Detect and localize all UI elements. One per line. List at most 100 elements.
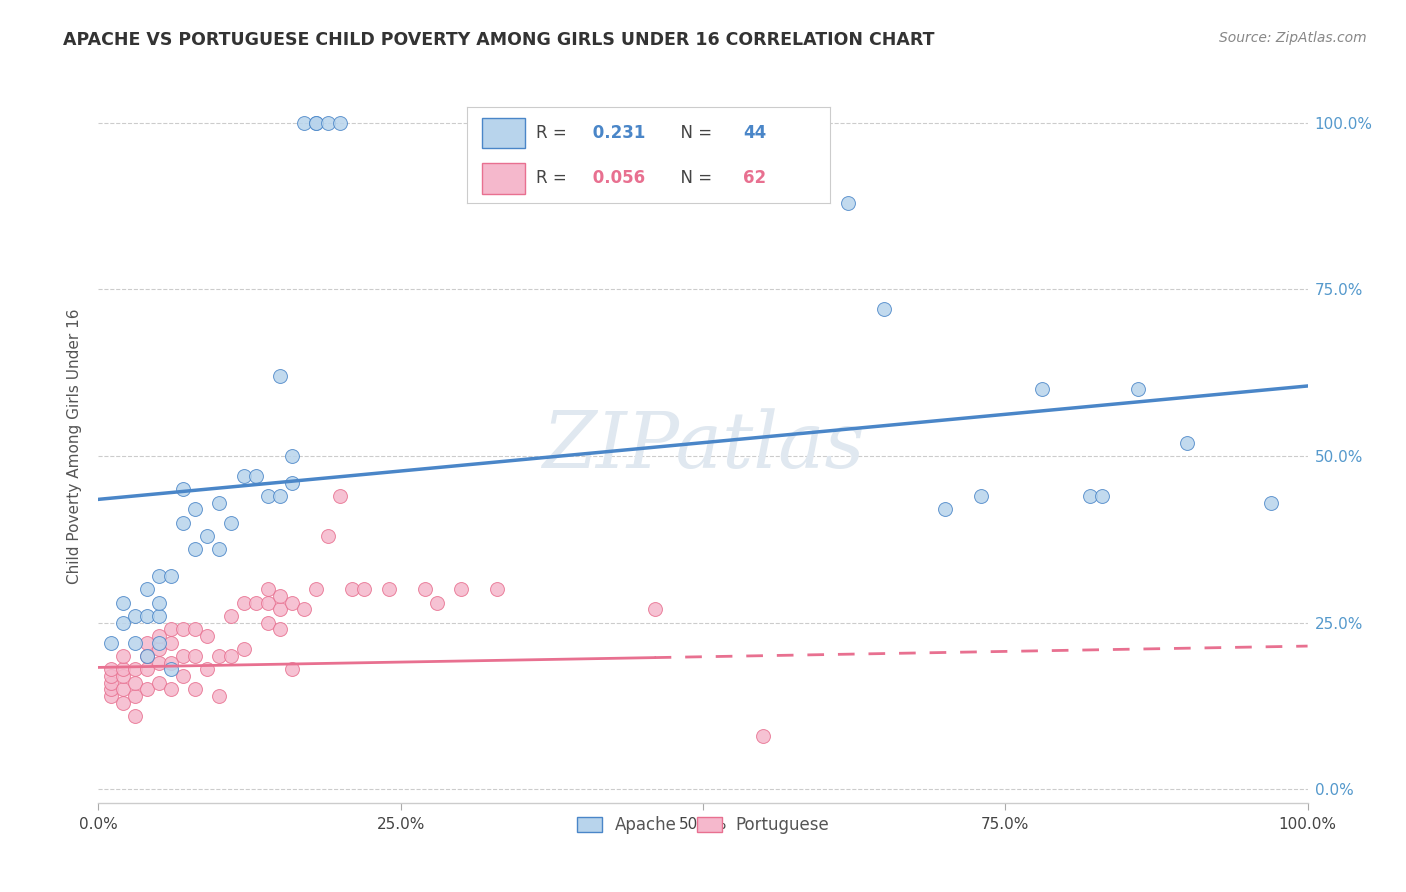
Point (184, 502, 207, 516)
Point (256, 582, 278, 597)
Point (184, 542, 207, 557)
Point (316, 529, 339, 543)
Point (377, 582, 399, 597)
Point (486, 582, 509, 597)
Point (111, 615, 134, 630)
Point (195, 629, 218, 643)
Point (269, 368, 291, 383)
Point (208, 542, 231, 557)
Point (172, 483, 194, 497)
Point (124, 709, 146, 723)
Point (111, 696, 134, 710)
Point (269, 602, 291, 616)
Point (232, 642, 254, 657)
Point (269, 489, 291, 503)
Point (292, 602, 315, 616)
Point (245, 469, 267, 483)
Point (111, 662, 134, 676)
Point (281, 449, 304, 463)
Point (342, 582, 364, 597)
Point (111, 649, 134, 664)
Point (135, 649, 157, 664)
Point (172, 623, 194, 637)
Point (148, 629, 170, 643)
Point (221, 609, 243, 624)
Point (256, 615, 278, 630)
Point (329, 115, 352, 129)
Point (172, 516, 194, 530)
Point (232, 596, 254, 610)
Point (281, 662, 304, 676)
Point (221, 516, 243, 530)
Point (148, 636, 170, 650)
Point (184, 623, 207, 637)
Point (124, 609, 146, 624)
Point (316, 115, 339, 129)
Point (256, 489, 278, 503)
Legend: Apache, Portuguese: Apache, Portuguese (571, 810, 835, 841)
Point (135, 682, 157, 697)
Point (184, 682, 207, 697)
Point (124, 662, 146, 676)
Point (160, 656, 183, 670)
Point (426, 596, 449, 610)
Point (970, 489, 993, 503)
Point (160, 569, 183, 583)
Point (232, 469, 254, 483)
Point (1128, 382, 1150, 396)
Point (208, 689, 231, 703)
Text: APACHE VS PORTUGUESE CHILD POVERTY AMONG GIRLS UNDER 16 CORRELATION CHART: APACHE VS PORTUGUESE CHILD POVERTY AMONG… (63, 31, 935, 49)
Point (148, 675, 170, 690)
Point (305, 115, 328, 129)
Point (124, 636, 146, 650)
Point (124, 689, 146, 703)
Point (413, 582, 436, 597)
Point (221, 649, 243, 664)
Point (111, 669, 134, 683)
Point (292, 115, 315, 129)
Point (1031, 382, 1053, 396)
Point (873, 302, 896, 317)
Point (148, 569, 170, 583)
Point (160, 682, 183, 697)
Point (934, 502, 956, 516)
Point (135, 582, 157, 597)
Point (195, 529, 218, 543)
Point (172, 669, 194, 683)
Point (160, 662, 183, 676)
Point (124, 675, 146, 690)
Point (353, 582, 375, 597)
Point (184, 649, 207, 664)
Point (644, 602, 666, 616)
Point (100, 689, 122, 703)
Point (135, 609, 157, 624)
Point (256, 596, 278, 610)
Point (329, 489, 352, 503)
Point (135, 636, 157, 650)
Point (135, 649, 157, 664)
Point (148, 642, 170, 657)
Point (111, 682, 134, 697)
Y-axis label: Child Poverty Among Girls Under 16: Child Poverty Among Girls Under 16 (67, 309, 83, 583)
Point (160, 636, 183, 650)
Point (100, 669, 122, 683)
Point (160, 623, 183, 637)
Point (148, 596, 170, 610)
Point (305, 582, 328, 597)
Point (111, 596, 134, 610)
Point (269, 623, 291, 637)
Point (208, 496, 231, 510)
Point (135, 662, 157, 676)
Point (148, 656, 170, 670)
Point (1078, 489, 1101, 503)
Point (837, 195, 859, 210)
Point (305, 115, 328, 129)
Point (172, 649, 194, 664)
Point (100, 675, 122, 690)
Point (148, 609, 170, 624)
Point (281, 596, 304, 610)
Point (269, 589, 291, 603)
Point (208, 649, 231, 664)
Point (281, 475, 304, 490)
Point (1260, 496, 1282, 510)
